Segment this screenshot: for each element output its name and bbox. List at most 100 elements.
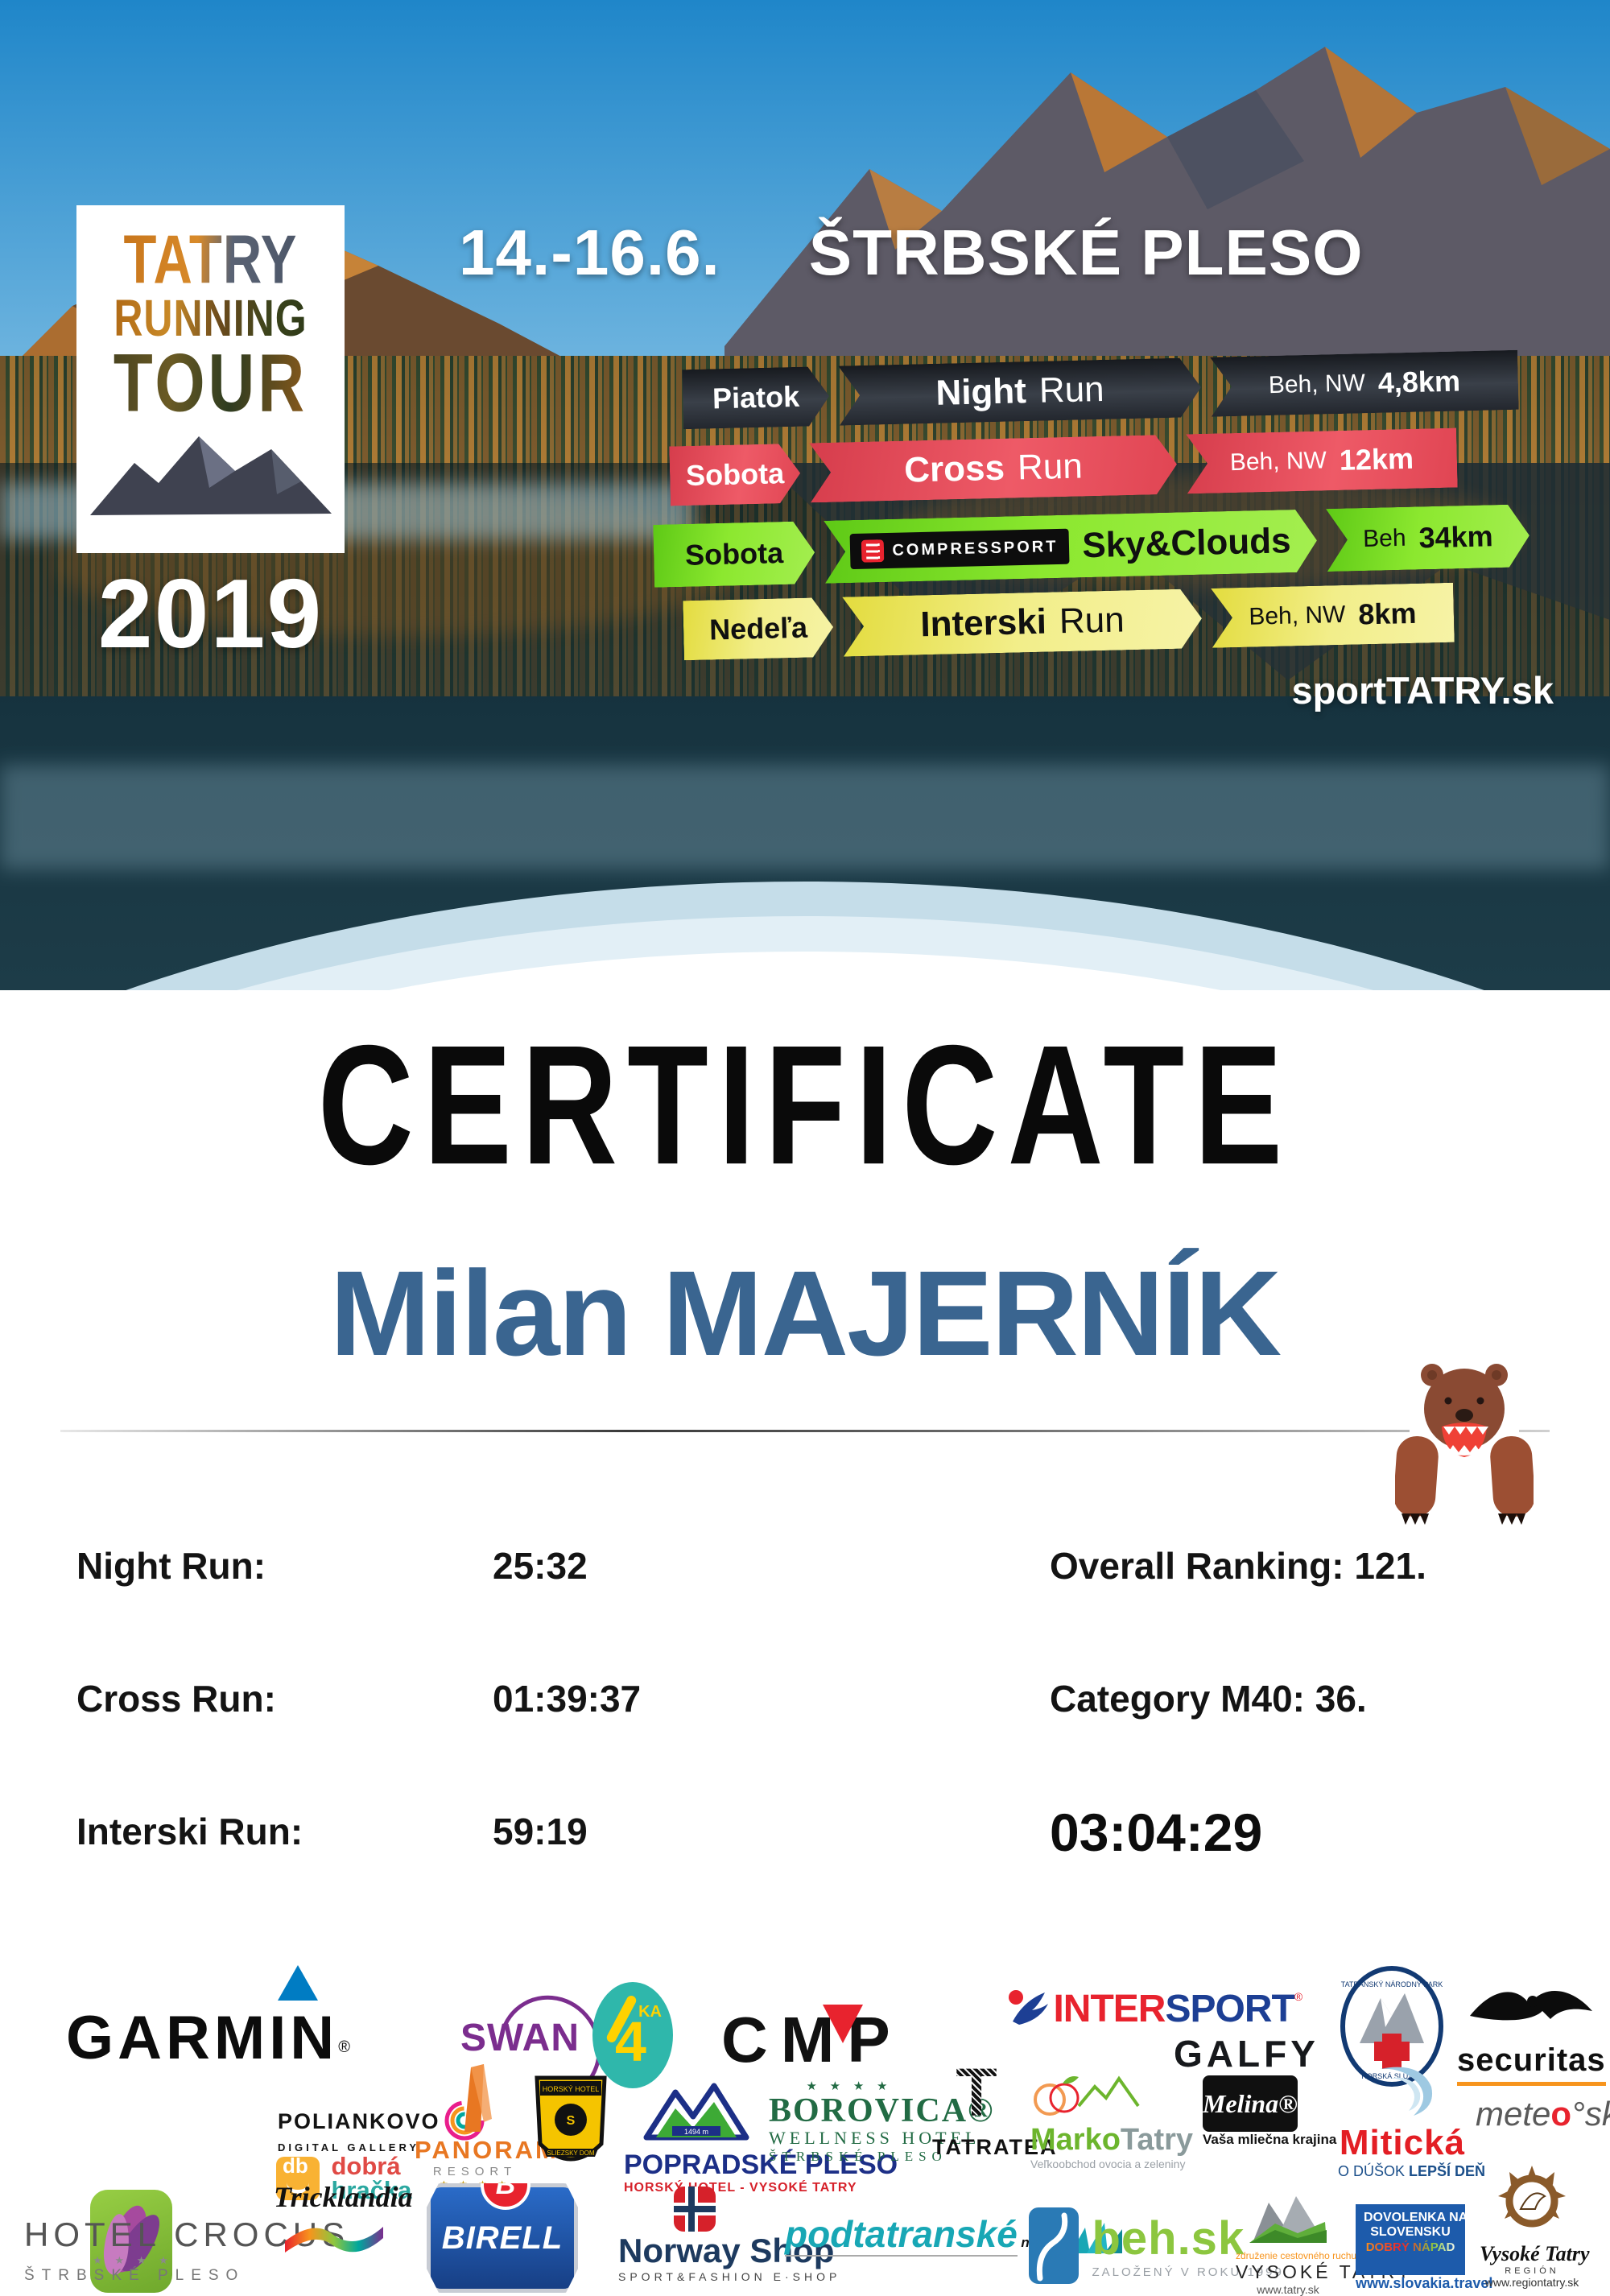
norway-flag-icon — [674, 2187, 716, 2232]
logo-line-2: RUNNING — [114, 289, 308, 347]
race-day: Piatok — [712, 379, 800, 415]
flag-stripe — [674, 2206, 716, 2212]
race-distance: 12km — [1339, 441, 1414, 477]
svg-text:SLIEZSKY DOM: SLIEZSKY DOM — [547, 2149, 595, 2157]
logo-hotel-crocus: HOTEL CROCUS ★ ★ ★ ★ ŠTRBSKÉ PLESO — [24, 2215, 350, 2284]
race-meta: Beh, NW — [1248, 601, 1346, 630]
race-name-bold: Interski — [919, 601, 1047, 645]
marko-apple-icon — [1034, 2075, 1140, 2116]
logo-podtatranske-noviny: podtatranské noviny — [785, 2212, 1125, 2257]
certificate-title: CERTIFICATE — [317, 1010, 1293, 1200]
logo-birell: B BIRELL — [427, 2183, 578, 2293]
logo-galfy: GALFY — [1174, 2033, 1319, 2075]
tanap-badge-icon: TATRANSKÝ NÁRODNÝ PARK HORSKÁ SLUŽBA — [1340, 1966, 1443, 2087]
compressport-logo: COMPRESSPORT — [850, 529, 1070, 569]
divider-line — [60, 1430, 1550, 1432]
total-time: 03:04:29 — [1050, 1803, 1263, 1862]
tatry-mountains-icon — [1249, 2196, 1327, 2243]
logo-dobra-hracka: db dobrá hračka — [276, 2154, 411, 2203]
logo-horsky-hotel-crest: HORSKÝ HOTEL S SLIEZSKY DOM — [534, 2075, 608, 2178]
logo-cmp: CMP — [721, 2004, 903, 2075]
logo-swan: SWAN — [460, 1976, 621, 2120]
svg-text:HORSKÝ HOTEL: HORSKÝ HOTEL — [543, 2085, 600, 2093]
race-distance: 34km — [1418, 519, 1494, 555]
logo-tatratea: T TATRATEA — [932, 2054, 1058, 2159]
event-headline: 14.-16.6. ŠTRBSKÉ PLESO — [459, 216, 1363, 290]
logo-line-3: TOUR — [113, 337, 308, 429]
cmp-triangle-icon — [823, 2005, 863, 2043]
event-place: ŠTRBSKÉ PLESO — [808, 217, 1364, 288]
logo-miticka: Mitická O DÚŠOK LEPŠÍ DEŇ — [1338, 2061, 1485, 2180]
website-url: sportTATRY.sk — [1291, 669, 1554, 712]
logo-marko-tatry: MarkoTatry Veľkoobchod ovocia a zeleniny — [1030, 2071, 1193, 2170]
bear-mascot-icon — [1395, 1364, 1534, 1525]
race-name-light: Run — [1017, 446, 1084, 488]
logo-norway-shop: Norway Shop SPORT&FASHION E·SHOP — [618, 2187, 836, 2283]
svg-text:1494 m: 1494 m — [684, 2128, 708, 2136]
race-day: Sobota — [685, 456, 785, 493]
race-name-bold: Night — [935, 371, 1027, 413]
result-value: 01:39:37 — [493, 1678, 642, 1720]
logo-popradske-pleso: 1494 m POPRADSKÉ PLESO HORSKÝ HOTEL - VY… — [624, 2081, 898, 2195]
intersport-swoosh-icon — [1009, 1990, 1048, 2025]
race-name-light: Run — [1038, 369, 1105, 411]
race-name-bold: Sky&Clouds — [1081, 521, 1292, 566]
runner-name: Milan MAJERNÍK — [329, 1245, 1282, 1381]
result-label: Night Run: — [76, 1545, 266, 1587]
horsky-hotel-crest-icon: HORSKÝ HOTEL S SLIEZSKY DOM — [535, 2075, 607, 2162]
flag-stripe — [688, 2187, 695, 2232]
category-ranking: Category M40: 36. — [1050, 1678, 1367, 1720]
race-meta: Beh — [1362, 524, 1406, 553]
logo-4ka: 4 KA — [592, 1982, 673, 2088]
logo-meteo-sk: meteo°sk — [1476, 2095, 1610, 2133]
race-distance: 4,8km — [1377, 364, 1461, 399]
year-2019: 2019 — [97, 559, 324, 668]
logo-borovica: ★ ★ ★ ★ BOROVICA® WELLNESS HOTEL ŠTRBSKÉ… — [769, 2080, 995, 2164]
securitas-eagle-icon — [1470, 1990, 1593, 2021]
compressport-icon — [861, 539, 885, 563]
race-day: Nedeľa — [708, 610, 808, 646]
race-distance: 8km — [1357, 596, 1417, 631]
logo-vysoke-tatry-zdruzenie: združenie cestovného ruchu VYSOKÉ TATRY … — [1236, 2195, 1410, 2296]
logo-dovolenka-na-slovensku: DOVOLENKA NA SLOVENSKU DOBRÝ NÁPAD www.s… — [1356, 2204, 1492, 2292]
panorama-tower-icon — [464, 2064, 492, 2132]
hero-photo: TATRY RUNNING TOUR 2019 14.-16.6. ŠTRBSK… — [0, 0, 1610, 990]
logo-melina: Melina® Vaša mliečna krajina — [1203, 2075, 1336, 2148]
race-name-bold: Cross — [903, 448, 1005, 490]
result-value: 59:19 — [493, 1811, 588, 1852]
tatry-running-tour-logo: TATRY RUNNING TOUR — [76, 205, 345, 553]
logo-behsk: beh.sk ZALOŽENÝ V ROKU 1999 — [1029, 2207, 1284, 2284]
race-day: Sobota — [684, 536, 784, 572]
result-value: 25:32 — [493, 1545, 588, 1587]
logo-tricklandia: Tricklandia — [274, 2180, 413, 2260]
logo-securitas: securitas — [1457, 1974, 1606, 2086]
hotel-crocus-icon — [90, 2190, 172, 2293]
race-meta: Beh, NW — [1268, 370, 1366, 399]
event-dates: 14.-16.6. — [459, 217, 720, 288]
region-chamois-icon — [1498, 2166, 1566, 2228]
logo-tanap-horska-sluzba: TATRANSKÝ NÁRODNÝ PARK HORSKÁ SLUŽBA — [1340, 1966, 1443, 2091]
race-meta: Beh, NW — [1229, 447, 1327, 477]
svg-text:S: S — [567, 2114, 576, 2128]
race-name-light: Run — [1059, 600, 1125, 642]
result-label: Cross Run: — [76, 1678, 276, 1720]
logo-vysoke-tatry-region: Vysoké Tatry REGIÓN www.regiontatry.sk — [1480, 2164, 1590, 2289]
dobra-hracka-icon: db — [276, 2154, 320, 2200]
logo-panorama-resort: PANORAMA RESORT ★ ★ ★ ★ — [415, 2064, 576, 2190]
noviny-fan-icon — [1070, 2223, 1122, 2253]
logo-poliankovo: POLIANKOVO DIGITAL GALLERY — [278, 2100, 485, 2154]
miticka-water-icon — [1380, 2067, 1433, 2116]
tricklandia-ribbon-icon — [285, 2227, 383, 2253]
smile-icon — [287, 2178, 309, 2194]
popradske-mountains-icon: 1494 m — [643, 2083, 749, 2141]
logo-mountains-icon — [89, 436, 332, 515]
logo-line-1: TATRY — [123, 221, 298, 299]
svg-text:HORSKÁ SLUŽBA: HORSKÁ SLUŽBA — [1361, 2072, 1422, 2080]
garmin-delta-icon — [278, 1965, 318, 2001]
behsk-icon — [1029, 2207, 1079, 2284]
overall-ranking: Overall Ranking: 121. — [1050, 1545, 1426, 1587]
logo-garmin: GARMIN® — [66, 2004, 350, 2072]
logo-intersport: INTERSPORT® — [1008, 1987, 1302, 2031]
svg-text:TATRANSKÝ NÁRODNÝ PARK: TATRANSKÝ NÁRODNÝ PARK — [1341, 1980, 1443, 1988]
result-label: Interski Run: — [76, 1811, 303, 1852]
